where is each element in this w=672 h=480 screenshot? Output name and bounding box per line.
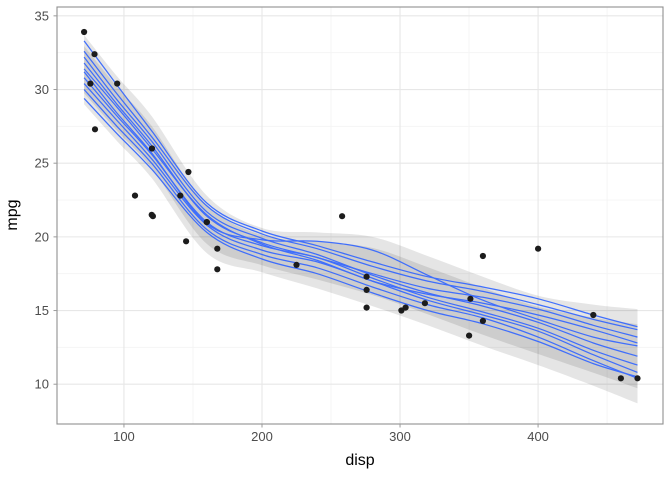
axis-ticks xyxy=(53,15,539,428)
y-tick-label: 20 xyxy=(35,229,49,244)
y-axis-title: mpg xyxy=(4,199,21,231)
x-tick-label: 100 xyxy=(113,429,135,444)
smooth-lines xyxy=(83,40,638,379)
data-point xyxy=(91,51,98,58)
panel-background xyxy=(57,7,663,424)
data-point xyxy=(421,300,428,307)
smooth-line xyxy=(83,50,638,331)
data-point xyxy=(214,266,221,273)
panel-border xyxy=(56,6,664,425)
y-tick-label: 10 xyxy=(35,377,49,392)
data-point xyxy=(479,252,486,260)
data-point xyxy=(81,28,88,36)
data-point xyxy=(293,261,300,268)
data-point xyxy=(479,317,486,324)
smooth-line xyxy=(83,40,638,328)
smooth-line xyxy=(83,97,638,378)
data-point xyxy=(185,168,192,176)
x-tick-labels: 100 200 300 400 xyxy=(113,429,549,444)
x-tick-label: 400 xyxy=(527,429,549,444)
x-axis-title: disp xyxy=(345,452,375,469)
smooth-line xyxy=(83,77,638,366)
data-point xyxy=(590,311,597,319)
y-tick-label: 25 xyxy=(35,156,49,171)
data-point xyxy=(87,80,94,87)
data-point xyxy=(131,192,139,199)
data-point xyxy=(203,219,210,226)
data-point xyxy=(177,192,184,199)
data-point xyxy=(398,307,405,314)
gridlines-major xyxy=(57,7,663,424)
data-point xyxy=(183,238,190,245)
data-point xyxy=(535,245,542,252)
y-tick-labels: 10 15 20 25 30 35 xyxy=(35,8,49,391)
y-tick-label: 30 xyxy=(35,82,49,97)
confidence-ribbon-core xyxy=(84,46,638,389)
smooth-line xyxy=(83,89,638,379)
data-point xyxy=(214,245,221,252)
data-point xyxy=(467,295,474,302)
smooth-line xyxy=(83,56,638,357)
x-tick-label: 200 xyxy=(251,429,273,444)
smooth-line xyxy=(83,71,638,347)
data-point xyxy=(363,273,370,280)
data-point xyxy=(149,213,156,220)
data-point xyxy=(339,213,346,220)
data-point xyxy=(634,375,641,382)
data-point xyxy=(466,332,473,339)
x-tick-label: 300 xyxy=(389,429,411,444)
data-point xyxy=(617,375,625,382)
data-layer xyxy=(81,28,641,404)
smooth-line xyxy=(83,62,638,338)
data-point xyxy=(114,80,121,87)
data-points xyxy=(81,28,641,382)
confidence-ribbon-outer xyxy=(84,35,638,404)
data-point xyxy=(148,145,156,152)
data-point xyxy=(363,286,370,293)
y-tick-label: 35 xyxy=(35,8,49,23)
data-point xyxy=(363,304,370,311)
y-tick-label: 15 xyxy=(35,303,49,318)
data-point xyxy=(91,126,99,133)
